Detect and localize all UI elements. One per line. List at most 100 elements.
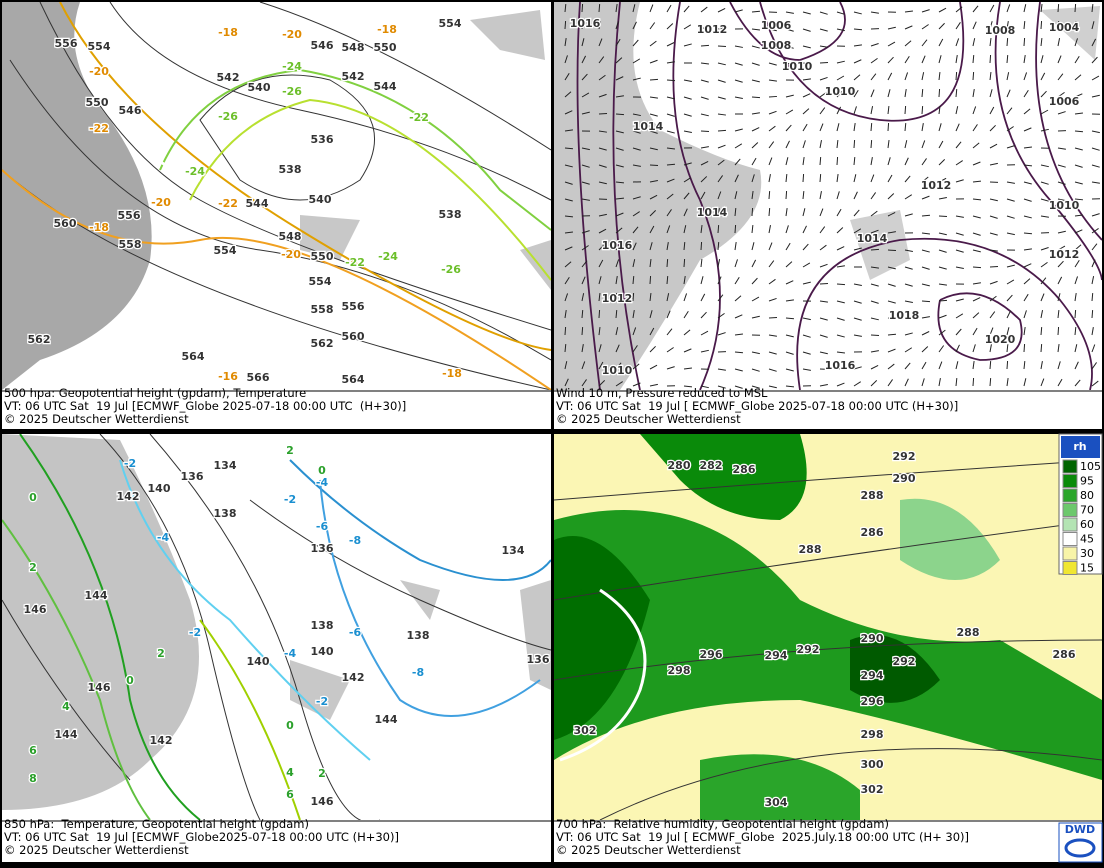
contour-label: -2 (124, 457, 136, 470)
wind-barb (990, 378, 991, 386)
contour-label: -4 (157, 531, 170, 544)
wind-barb (973, 72, 974, 80)
contour-label: 1010 (825, 85, 856, 98)
contour-label: 556 (342, 300, 365, 313)
wind-barb (718, 242, 719, 250)
contour-label: 286 (861, 526, 884, 539)
legend-label: 70 (1080, 504, 1094, 517)
contour-label: 544 (246, 197, 269, 210)
wind-barb (820, 283, 828, 284)
contour-label: 6 (29, 744, 37, 757)
contour-label: 288 (957, 626, 980, 639)
contour-label: 144 (85, 589, 108, 602)
wind-barb (1092, 310, 1093, 318)
caption-title: 500 hpa: Geopotential height (gpdam), Te… (4, 386, 306, 400)
wind-barb (1075, 4, 1076, 12)
contour-label: 536 (311, 133, 334, 146)
contour-label: 282 (700, 459, 723, 472)
wind-barb (820, 157, 821, 165)
contour-label: 1010 (1049, 199, 1080, 212)
contour-label: 280 (668, 459, 691, 472)
contour-label: 146 (311, 795, 334, 808)
contour-label: 4 (62, 700, 70, 713)
contour-label: 544 (374, 80, 397, 93)
wind-barb (633, 293, 634, 301)
wind-barb (820, 174, 821, 182)
wind-barb (905, 106, 906, 114)
wind-barb (837, 284, 845, 285)
contour-label: 6 (286, 788, 294, 801)
contour-label: 292 (893, 655, 916, 668)
wind-barb (582, 4, 583, 12)
contour-label: 136 (311, 542, 334, 555)
contour-label: -6 (316, 520, 329, 533)
contour-label: -8 (349, 534, 361, 547)
contour-label: -18 (89, 221, 109, 234)
contour-label: 546 (119, 104, 142, 117)
contour-label: 300 (861, 758, 884, 771)
legend-label: 45 (1080, 533, 1094, 546)
contour-label: 0 (126, 674, 134, 687)
logo: DWD (1065, 823, 1095, 836)
wind-barb (1092, 293, 1093, 301)
wind-barb (990, 55, 991, 63)
wind-barb (701, 45, 709, 46)
caption-title: Wind 10 m, Pressure reduced to MSL (556, 386, 768, 400)
contour-label: 0 (286, 719, 294, 732)
contour-label: 286 (1053, 648, 1076, 661)
wind-barb (939, 89, 940, 97)
contour-label: 1012 (602, 292, 633, 305)
contour-label: -20 (282, 28, 302, 41)
contour-label: 144 (375, 713, 398, 726)
contour-label: -22 (345, 256, 365, 269)
caption-line: © 2025 Deutscher Wetterdienst (4, 843, 189, 857)
legend-swatch (1063, 533, 1077, 546)
contour-label: -2 (284, 493, 296, 506)
contour-label: 542 (342, 70, 365, 83)
contour-label: 564 (342, 373, 365, 386)
legend-label: 95 (1080, 475, 1094, 488)
contour-label: 144 (55, 728, 78, 741)
wind-barb (701, 242, 702, 250)
contour-label: 4 (286, 766, 294, 779)
legend-label: 105 (1080, 460, 1101, 473)
contour-label: 564 (182, 350, 205, 363)
wind-barb (1007, 38, 1008, 46)
wind-barb (1024, 38, 1025, 46)
wind-barb (922, 301, 930, 302)
contour-label: 562 (311, 337, 334, 350)
wind-barb (973, 378, 974, 386)
caption-title: 700 hPa: Relative humidity, Geopotential… (556, 817, 889, 831)
contour-label: 290 (861, 632, 884, 645)
wind-barb (1041, 21, 1042, 29)
contour-label: -4 (284, 647, 297, 660)
caption-line: VT: 06 UTC Sat 19 Jul [ECMWF_Globe2025-0… (4, 830, 399, 844)
wind-barb (616, 114, 624, 115)
contour-label: 1008 (761, 39, 792, 52)
contour-label: -26 (218, 110, 238, 123)
caption-line: VT: 06 UTC Sat 19 Jul [ ECMWF_Globe 2025… (556, 830, 969, 844)
contour-label: 142 (150, 734, 173, 747)
wind-barb (1007, 361, 1008, 369)
contour-label: -22 (89, 122, 109, 135)
contour-label: 296 (700, 648, 723, 661)
legend-swatch (1063, 475, 1077, 488)
contour-label: -4 (316, 476, 329, 489)
contour-label: -18 (218, 26, 238, 39)
contour-label: 554 (309, 275, 332, 288)
contour-label: 298 (668, 664, 691, 677)
contour-label: -6 (349, 626, 362, 639)
wind-barb (888, 334, 896, 335)
contour-label: 288 (799, 543, 822, 556)
contour-label: 550 (86, 96, 109, 109)
wind-barb (582, 327, 583, 335)
contour-label: -22 (409, 111, 429, 124)
map-700hpa (554, 434, 1102, 820)
contour-label: 1014 (697, 206, 728, 219)
contour-label: 136 (527, 653, 550, 666)
contour-label: 1006 (1049, 95, 1080, 108)
wind-barb (1024, 344, 1025, 352)
contour-label: 1010 (602, 364, 633, 377)
contour-label: -24 (185, 165, 205, 178)
wind-barb (565, 327, 566, 335)
